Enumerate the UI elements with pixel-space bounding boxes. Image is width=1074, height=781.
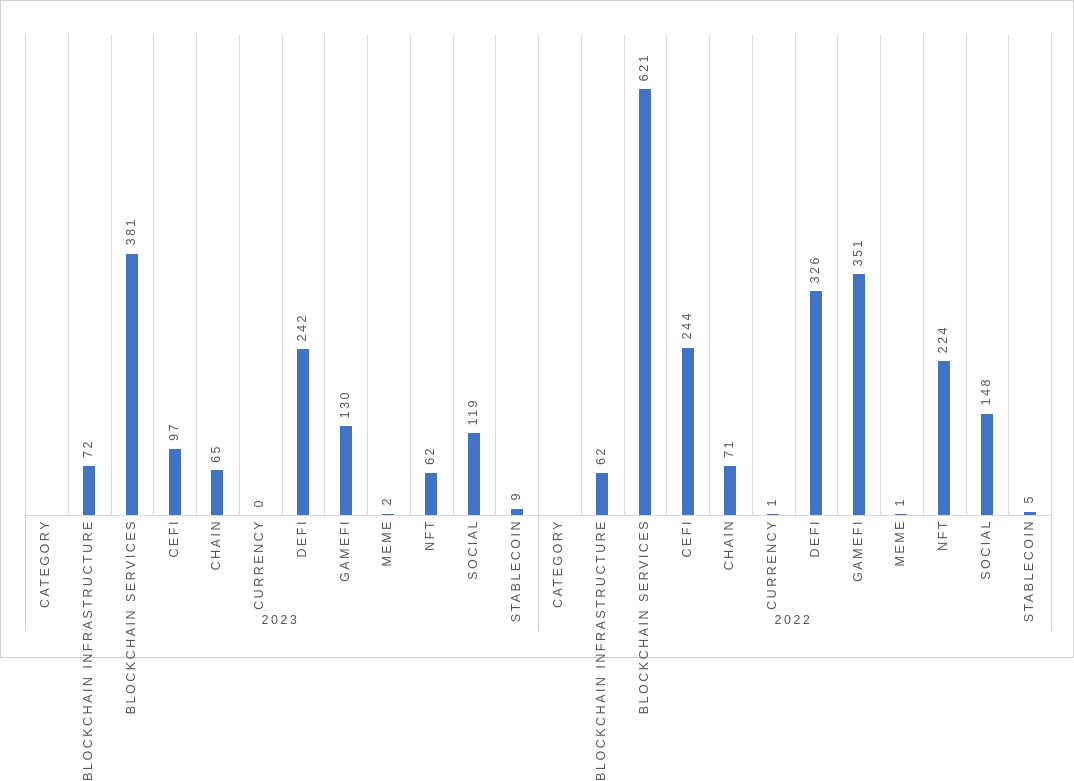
data-label: 244: [680, 311, 694, 339]
bar: [340, 426, 352, 515]
data-label: 1: [765, 497, 779, 506]
data-label: 62: [594, 446, 608, 465]
grid-line: [752, 35, 795, 515]
category-label: CHAIN: [209, 519, 223, 570]
grid-line: [1008, 35, 1051, 515]
category-label: CURRENCY: [765, 519, 779, 610]
data-label: 326: [808, 255, 822, 283]
category-label: BLOCKCHAIN INFRASTRUCTURE: [81, 519, 95, 781]
axis-baseline: [25, 515, 1051, 516]
category-label: CEFI: [167, 519, 181, 557]
category-label: CEFI: [680, 519, 694, 557]
bar: [639, 89, 651, 515]
data-label: 97: [167, 422, 181, 441]
bar: [596, 473, 608, 516]
bar: [211, 470, 223, 515]
category-label: GAMEFI: [338, 519, 352, 582]
bar: [853, 274, 865, 515]
data-label: 9: [509, 491, 523, 500]
bar: [938, 361, 950, 515]
data-label: 148: [979, 377, 993, 405]
group-label: 2022: [775, 613, 813, 627]
grid-line: [410, 35, 453, 515]
category-label: CURRENCY: [252, 519, 266, 610]
grid-line: [239, 35, 282, 515]
category-label: CHAIN: [722, 519, 736, 570]
bar: [126, 254, 138, 515]
bar: [724, 466, 736, 515]
bar: [682, 348, 694, 515]
bar: [425, 473, 437, 516]
data-label: 0: [252, 498, 266, 507]
grid-line: [367, 35, 410, 515]
category-label: MEME: [380, 519, 394, 567]
group-separator: [25, 515, 26, 631]
data-label: 621: [637, 53, 651, 81]
category-label: SOCIAL: [979, 519, 993, 580]
data-label: 72: [81, 439, 95, 458]
bar: [981, 414, 993, 515]
category-label: BLOCKCHAIN SERVICES: [124, 519, 138, 714]
data-label: 62: [423, 446, 437, 465]
grid-line: [1051, 35, 1052, 515]
data-label: 5: [1022, 494, 1036, 503]
category-label: BLOCKCHAIN INFRASTRUCTURE: [594, 519, 608, 781]
grid-line: [196, 35, 239, 515]
group-separator: [1051, 515, 1052, 631]
grid-line: [581, 35, 624, 515]
grid-line: [25, 35, 68, 515]
category-label: NFT: [423, 519, 437, 551]
grid-line: [495, 35, 538, 515]
category-label: DEFI: [295, 519, 309, 557]
grid-line: [153, 35, 196, 515]
category-label: BLOCKCHAIN SERVICES: [637, 519, 651, 714]
data-label: 1: [893, 497, 907, 506]
grid-line: [880, 35, 923, 515]
bar: [83, 466, 95, 515]
category-label: CATEGORY: [38, 519, 52, 608]
category-label: SOCIAL: [466, 519, 480, 580]
data-label: 119: [466, 398, 480, 425]
grid-line: [538, 35, 581, 515]
group-separator: [538, 515, 539, 631]
data-label: 71: [722, 439, 736, 458]
category-label: CATEGORY: [551, 519, 565, 608]
data-label: 2: [380, 496, 394, 505]
category-label: NFT: [936, 519, 950, 551]
plot-area: [25, 35, 1051, 515]
data-label: 242: [295, 313, 309, 341]
chart-container: CATEGORY72BLOCKCHAIN INFRASTRUCTURE381BL…: [0, 0, 1074, 658]
category-label: DEFI: [808, 519, 822, 557]
category-label: STABLECOIN: [509, 519, 523, 622]
bar: [810, 291, 822, 515]
category-label: STABLECOIN: [1022, 519, 1036, 622]
bar: [468, 433, 480, 515]
category-label: GAMEFI: [851, 519, 865, 582]
category-label: MEME: [893, 519, 907, 567]
data-label: 65: [209, 444, 223, 463]
data-label: 351: [851, 238, 865, 266]
bar: [169, 449, 181, 516]
data-label: 381: [124, 217, 138, 245]
data-label: 130: [338, 390, 352, 418]
bar: [297, 349, 309, 515]
group-label: 2023: [262, 613, 300, 627]
data-label: 224: [936, 325, 950, 353]
